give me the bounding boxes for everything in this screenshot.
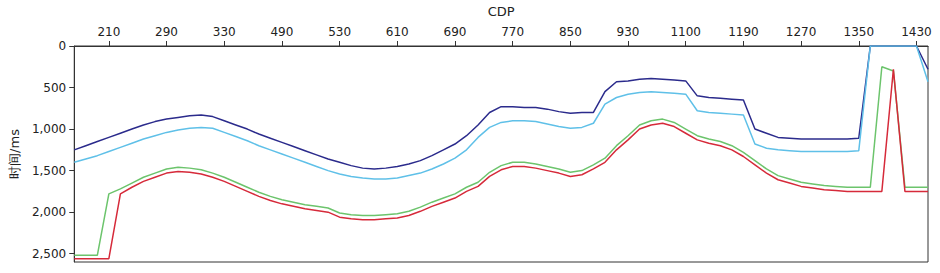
svg-text:500: 500: [43, 81, 66, 95]
svg-text:290: 290: [155, 25, 178, 39]
svg-text:490: 490: [270, 25, 293, 39]
svg-text:2,000: 2,000: [32, 205, 66, 219]
svg-text:690: 690: [444, 25, 467, 39]
svg-text:1430: 1430: [901, 25, 932, 39]
svg-text:330: 330: [213, 25, 236, 39]
svg-text:1,000: 1,000: [32, 122, 66, 136]
svg-text:610: 610: [386, 25, 409, 39]
svg-text:530: 530: [328, 25, 351, 39]
svg-text:1350: 1350: [844, 25, 875, 39]
svg-text:210: 210: [97, 25, 120, 39]
svg-text:1,500: 1,500: [32, 164, 66, 178]
svg-text:0: 0: [59, 39, 67, 53]
svg-text:CDP: CDP: [488, 4, 515, 19]
svg-text:1190: 1190: [728, 25, 759, 39]
svg-text:850: 850: [559, 25, 582, 39]
svg-text:930: 930: [617, 25, 640, 39]
svg-text:1270: 1270: [786, 25, 817, 39]
svg-text:2,500: 2,500: [32, 247, 66, 261]
svg-text:时间/ms: 时间/ms: [7, 129, 22, 179]
svg-text:1100: 1100: [670, 25, 701, 39]
svg-text:770: 770: [501, 25, 524, 39]
